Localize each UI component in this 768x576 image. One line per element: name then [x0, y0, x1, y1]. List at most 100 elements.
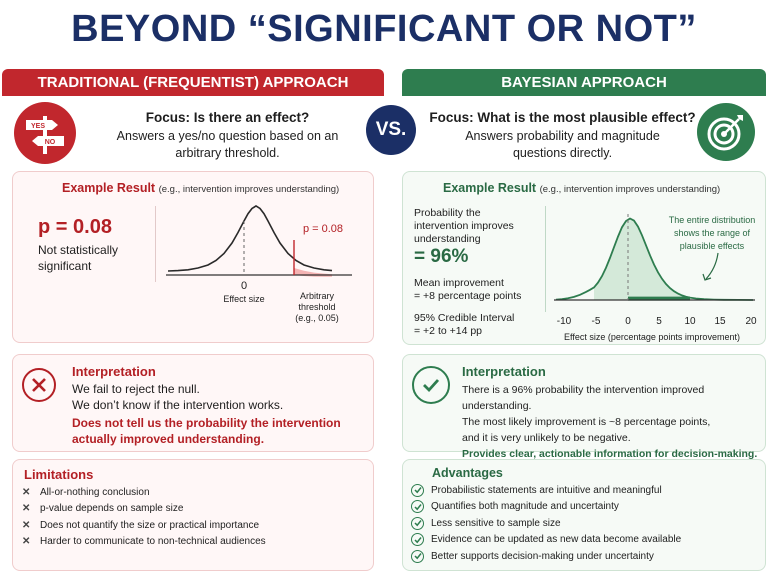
limitation-text: All-or-nothing conclusion — [40, 486, 150, 498]
sign-no-text: NO — [45, 139, 56, 146]
check-icon — [411, 516, 424, 530]
posterior-distribution-chart: The entire distribution shows the range … — [554, 214, 757, 342]
limitation-text: p-value depends on sample size — [40, 503, 184, 515]
left-divider — [155, 206, 156, 282]
left-focus-line1: Answers a yes/no question based on an — [116, 129, 339, 143]
annotation-line2: shows the range of — [674, 228, 751, 238]
not-sig-line1: Not statistically — [38, 243, 119, 257]
probability-value: = 96% — [414, 246, 469, 267]
left-example-subtitle: (e.g., intervention improves understandi… — [158, 184, 340, 195]
probability-label: Probability the intervention improves un… — [414, 207, 544, 246]
x-tick-label: 5 — [656, 316, 662, 327]
advantages-card — [402, 459, 766, 571]
x-tick-label: 10 — [684, 316, 696, 327]
advantage-text: Quantifies both magnitude and uncertaint… — [431, 501, 619, 513]
not-significant-text: Not statistically significant — [38, 242, 148, 274]
annotation-arrowhead — [702, 273, 712, 281]
bayesian-header: BAYESIAN APPROACH — [402, 69, 766, 96]
right-interp-line3: and it is very unlikely to be negative. — [462, 432, 631, 444]
limitation-item: ✕ All-or-nothing conclusion — [22, 484, 362, 501]
zero-tick-label: 0 — [241, 280, 247, 292]
limitation-item: ✕ p-value depends on sample size — [22, 501, 362, 518]
left-interp-line1: We fail to reject the null. — [72, 382, 200, 396]
page-title: BEYOND “SIGNIFICANT OR NOT” — [71, 8, 697, 50]
cross-mark-icon: ✕ — [22, 519, 31, 531]
chart-p-value-label: p = 0.08 — [303, 223, 343, 235]
cross-mark-icon: ✕ — [22, 536, 31, 548]
prob-line1: Probability the — [414, 207, 481, 219]
advantages-title: Advantages — [432, 466, 503, 480]
sign-yes-text: YES — [31, 123, 45, 130]
check-icon — [411, 483, 424, 497]
credible-interval: 95% Credible Interval = +2 to +14 pp — [414, 312, 544, 338]
advantage-text: Probabilistic statements are intuitive a… — [431, 484, 662, 496]
vs-badge: VS. — [366, 105, 416, 155]
threshold-label-line3: (e.g., 0.05) — [295, 313, 339, 323]
check-icon — [411, 500, 424, 514]
left-example-title: Example Result (e.g., intervention impro… — [62, 181, 362, 195]
x-tick-label: -5 — [592, 316, 601, 327]
right-example-title: Example Result (e.g., intervention impro… — [443, 181, 758, 195]
ci-line2: = +2 to +14 pp — [414, 325, 483, 337]
check-circle-icon — [412, 366, 450, 404]
threshold-label-line1: Arbitrary — [300, 291, 335, 301]
x-axis-label: Effect size (percentage points improveme… — [564, 332, 740, 342]
effect-size-axis-label: Effect size — [223, 294, 264, 304]
annotation-line1: The entire distribution — [669, 215, 756, 225]
limitations-list: ✕ All-or-nothing conclusion ✕ p-value depe… — [22, 484, 362, 550]
mean-improvement: Mean improvement = +8 percentage points — [414, 277, 544, 303]
yes-no-signpost-icon: YES NO — [14, 102, 76, 164]
left-interpretation-bold: Does not tell us the probability the int… — [72, 415, 367, 447]
right-example-subtitle: (e.g., intervention improves understandi… — [539, 184, 721, 195]
left-interp-bold2: actually improved understanding. — [72, 432, 265, 446]
cross-circle-icon — [22, 368, 56, 402]
right-focus-line2: questions directly. — [512, 146, 613, 160]
advantage-item: Probabilistic statements are intuitive a… — [411, 482, 756, 499]
prob-line3: understanding — [414, 233, 481, 245]
limitation-text: Harder to communicate to non-technical a… — [40, 536, 266, 548]
advantage-text: Better supports decision-making under un… — [431, 550, 654, 562]
right-interp-bold: Provides clear, actionable information f… — [462, 448, 758, 460]
left-focus-line2: arbitrary threshold. — [175, 146, 280, 160]
frequentist-curve-chart: 0 Effect size p = 0.08 Arbitrary thresho… — [166, 205, 352, 323]
advantages-list: Probabilistic statements are intuitive a… — [411, 482, 756, 565]
check-icon — [411, 549, 424, 563]
right-focus-title: Focus: What is the most plausible effect… — [429, 110, 696, 125]
x-tick-label: 0 — [625, 316, 631, 327]
right-focus-desc: Answers probability and magnitude questi… — [420, 128, 705, 162]
left-example-card — [12, 171, 374, 343]
limitation-item: ✕ Does not quantify the size or practical… — [22, 517, 362, 534]
right-interpretation-title: Interpretation — [462, 364, 546, 379]
x-tick-label: 15 — [714, 316, 726, 327]
ci-line1: 95% Credible Interval — [414, 312, 515, 324]
left-focus-desc: Answers a yes/no question based on an ar… — [95, 128, 360, 162]
advantage-item: Evidence can be updated as new data beco… — [411, 532, 756, 549]
right-interpretation-text: There is a 96% probability the intervent… — [462, 382, 762, 462]
advantage-item: Better supports decision-making under un… — [411, 548, 756, 565]
limitations-title: Limitations — [24, 467, 94, 482]
right-interpretation-card — [402, 354, 766, 452]
not-sig-line2: significant — [38, 259, 92, 273]
limitation-item: ✕ Harder to communicate to non-technical … — [22, 534, 362, 551]
right-interp-line1: There is a 96% probability the intervent… — [462, 384, 705, 412]
right-example-title-text: Example Result — [443, 181, 537, 195]
left-interp-bold1: Does not tell us the probability the int… — [72, 416, 341, 430]
cross-mark-icon: ✕ — [22, 503, 31, 515]
annotation-line3: plausible effects — [680, 241, 745, 251]
limitations-card — [12, 459, 374, 571]
threshold-label-line2: threshold — [298, 302, 335, 312]
left-interp-line2: We don’t know if the intervention works. — [72, 398, 284, 412]
limitation-text: Does not quantify the size or practical … — [40, 519, 259, 531]
advantage-text: Evidence can be updated as new data beco… — [431, 534, 682, 546]
advantage-item: Quantifies both magnitude and uncertaint… — [411, 499, 756, 516]
mean-line1: Mean improvement — [414, 277, 504, 289]
check-icon — [411, 533, 424, 547]
advantage-item: Less sensitive to sample size — [411, 515, 756, 532]
null-distribution-curve — [167, 205, 333, 272]
right-divider — [545, 206, 546, 312]
mean-line2: = +8 percentage points — [414, 290, 522, 302]
annotation-arrow — [705, 252, 719, 280]
cross-mark-icon: ✕ — [22, 486, 31, 498]
p-value-result: p = 0.08 — [38, 216, 112, 238]
advantage-text: Less sensitive to sample size — [431, 517, 561, 529]
